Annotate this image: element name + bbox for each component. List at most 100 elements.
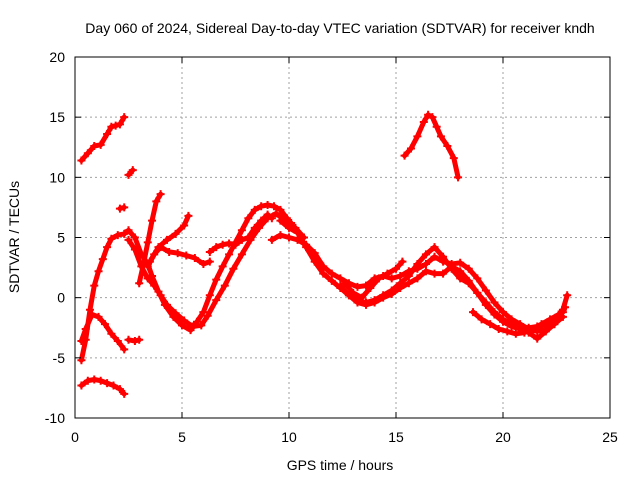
series-s6 <box>124 166 137 179</box>
data-point-marker <box>302 243 311 252</box>
data-point-marker <box>398 257 407 266</box>
data-point-marker <box>473 288 482 297</box>
data-point-marker <box>413 259 422 268</box>
data-point-marker <box>449 154 458 163</box>
data-point-marker <box>430 269 439 278</box>
x-tick-label: 25 <box>602 429 618 445</box>
data-point-marker <box>421 267 430 276</box>
data-point-marker <box>353 282 362 291</box>
data-point-marker <box>163 235 172 244</box>
data-point-marker <box>396 284 405 293</box>
data-point-marker <box>257 202 266 211</box>
data-point-marker <box>115 204 124 213</box>
series-s5 <box>115 203 129 213</box>
data-point-marker <box>115 385 124 394</box>
data-point-marker <box>205 247 214 256</box>
data-point-marker <box>357 293 366 302</box>
data-point-marker <box>263 210 272 219</box>
data-point-marker <box>344 291 353 300</box>
data-point-marker <box>366 284 375 293</box>
data-point-marker <box>503 327 512 336</box>
data-point-marker <box>276 216 285 225</box>
series-s7 <box>124 335 144 345</box>
data-point-marker <box>494 324 503 333</box>
data-point-marker <box>173 249 182 258</box>
data-point-marker <box>130 245 139 254</box>
data-point-marker <box>272 209 281 218</box>
data-point-marker <box>430 243 439 252</box>
data-point-marker <box>199 259 208 268</box>
data-point-marker <box>150 281 159 290</box>
data-point-marker <box>184 211 193 220</box>
series-s18 <box>469 303 570 338</box>
data-point-marker <box>90 281 99 290</box>
data-point-marker <box>477 315 486 324</box>
data-point-marker <box>143 238 152 247</box>
data-point-marker <box>392 264 400 273</box>
data-point-marker <box>103 379 112 388</box>
data-point-marker <box>88 310 97 319</box>
data-point-marker <box>128 166 137 175</box>
data-point-marker <box>94 267 103 276</box>
data-point-marker <box>85 305 94 314</box>
data-point-marker <box>263 201 272 210</box>
chart-title: Day 060 of 2024, Sidereal Day-to-day VTE… <box>85 20 594 36</box>
data-point-marker <box>443 142 452 151</box>
data-point-marker <box>107 329 116 338</box>
data-point-marker <box>148 216 157 225</box>
data-point-marker <box>439 269 448 278</box>
data-point-marker <box>135 335 144 344</box>
data-point-marker <box>469 308 478 317</box>
data-point-marker <box>77 336 86 345</box>
data-point-marker <box>486 320 495 329</box>
data-point-marker <box>124 170 133 179</box>
data-point-marker <box>171 309 180 318</box>
series-line <box>78 312 127 352</box>
data-point-marker <box>327 276 336 285</box>
series-s1 <box>77 113 129 165</box>
data-point-marker <box>120 389 129 398</box>
data-point-marker <box>120 229 129 238</box>
data-point-marker <box>156 291 165 300</box>
data-point-marker <box>250 223 259 232</box>
data-point-marker <box>404 279 413 288</box>
data-point-marker <box>98 255 107 264</box>
data-point-marker <box>499 308 507 317</box>
data-point-marker <box>83 376 92 385</box>
data-point-marker <box>180 316 189 325</box>
data-point-marker <box>528 324 537 333</box>
data-point-marker <box>499 315 507 324</box>
data-point-marker <box>225 250 234 259</box>
data-point-marker <box>120 345 129 354</box>
data-point-marker <box>218 240 227 249</box>
data-point-marker <box>396 272 405 281</box>
data-point-marker <box>244 233 253 242</box>
data-point-marker <box>520 328 529 337</box>
data-point-marker <box>267 235 276 244</box>
series-s11 <box>145 211 193 266</box>
data-point-marker <box>419 117 428 126</box>
data-point-marker <box>349 288 358 297</box>
data-point-marker <box>424 110 433 119</box>
data-point-marker <box>353 298 362 307</box>
data-point-marker <box>188 322 197 331</box>
data-point-marker <box>276 231 285 240</box>
data-point-marker <box>197 321 206 330</box>
data-point-marker <box>541 327 550 336</box>
data-point-marker <box>563 291 572 300</box>
data-point-marker <box>250 205 259 214</box>
data-point-marker <box>165 247 174 256</box>
data-point-marker <box>267 214 276 223</box>
series-s17 <box>400 110 463 182</box>
data-point-marker <box>77 381 86 390</box>
data-point-marker <box>103 130 112 139</box>
data-point-marker <box>212 243 221 252</box>
series-s3 <box>77 310 129 354</box>
x-tick-label: 0 <box>71 429 79 445</box>
data-point-marker <box>231 240 240 249</box>
data-point-marker <box>428 113 437 122</box>
data-point-marker <box>456 258 465 267</box>
data-point-marker <box>421 250 430 259</box>
data-point-marker <box>481 298 490 307</box>
data-point-marker <box>237 250 246 259</box>
